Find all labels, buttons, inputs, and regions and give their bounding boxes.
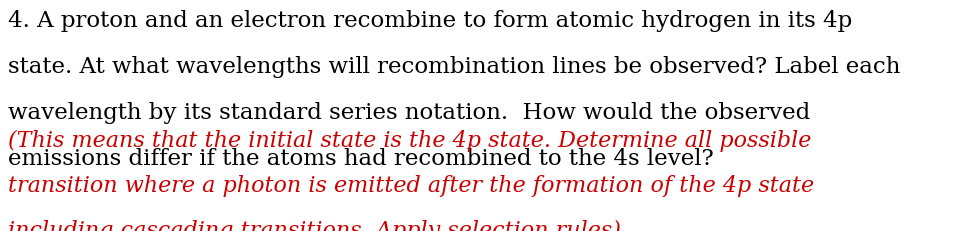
Text: wavelength by its standard series notation.  How would the observed: wavelength by its standard series notati… <box>8 102 811 124</box>
Text: 4. A proton and an electron recombine to form atomic hydrogen in its 4p: 4. A proton and an electron recombine to… <box>8 10 852 32</box>
Text: including cascading transitions. Apply selection rules): including cascading transitions. Apply s… <box>8 220 621 231</box>
Text: transition where a photon is emitted after the formation of the 4p state: transition where a photon is emitted aft… <box>8 175 814 197</box>
Text: emissions differ if the atoms had recombined to the 4s level?: emissions differ if the atoms had recomb… <box>8 148 714 170</box>
Text: state. At what wavelengths will recombination lines be observed? Label each: state. At what wavelengths will recombin… <box>8 56 900 78</box>
Text: (This means that the initial state is the 4p state. Determine all possible: (This means that the initial state is th… <box>8 130 811 152</box>
